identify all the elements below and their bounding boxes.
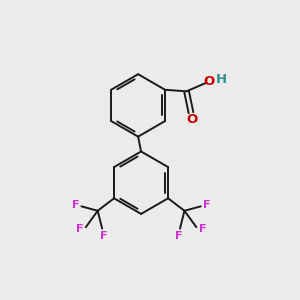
Text: F: F bbox=[76, 224, 83, 234]
Text: F: F bbox=[199, 224, 207, 234]
Text: O: O bbox=[186, 113, 197, 126]
Text: F: F bbox=[72, 200, 79, 210]
Text: F: F bbox=[100, 231, 107, 241]
Text: H: H bbox=[216, 73, 227, 86]
Text: O: O bbox=[204, 75, 215, 88]
Text: F: F bbox=[175, 231, 182, 241]
Text: F: F bbox=[203, 200, 211, 210]
